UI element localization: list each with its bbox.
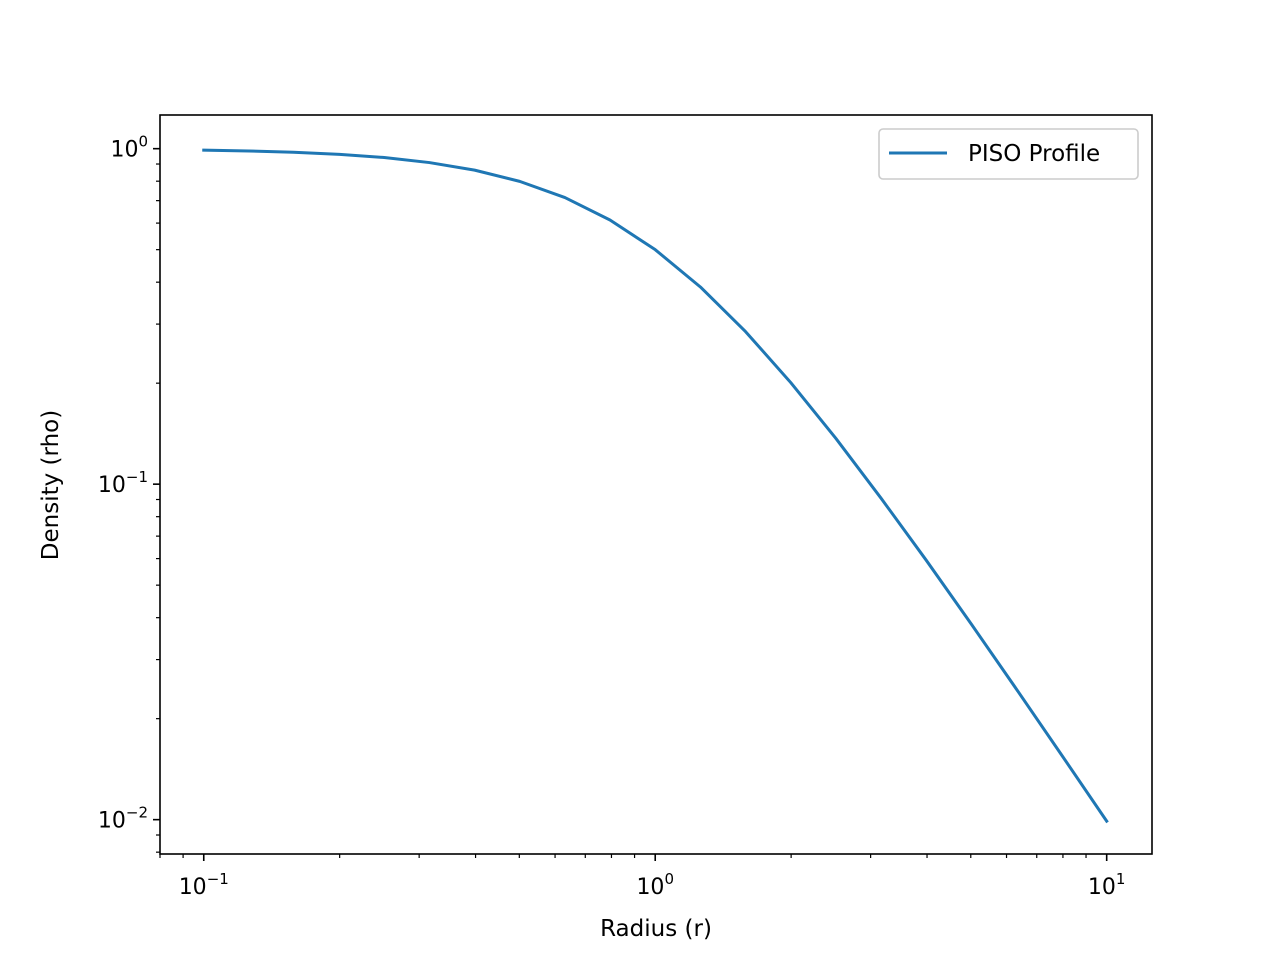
series-line-piso-profile [202,148,1109,824]
y-tick-label: 10−1 [98,468,148,498]
major-ticks [153,147,1108,861]
x-tick-label: 101 [1088,870,1126,900]
y-tick-label: 100 [110,133,148,163]
legend-frame [878,128,1139,180]
series-layer [202,148,1109,824]
x-axis-label: Radius (r) [600,916,712,942]
plot-area [160,115,1152,854]
legend-entry: PISO Profile [968,141,1100,167]
y-tick-label: 10−2 [98,804,148,834]
plot-frame [159,114,1153,855]
y-axis-label: Density (rho) [38,410,64,560]
legend: PISO Profile [878,128,1139,180]
x-tick-label: 100 [636,870,674,900]
x-tick-label: 10−1 [179,870,229,900]
